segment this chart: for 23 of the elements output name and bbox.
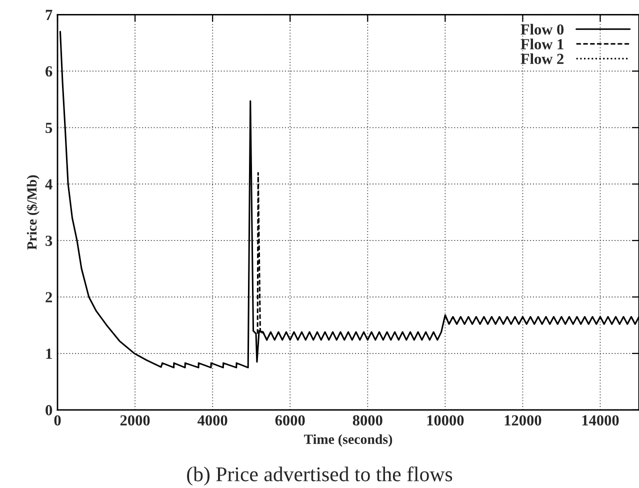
x-tick-label: 4000 xyxy=(198,415,228,426)
y-tick-label: 3 xyxy=(46,236,52,246)
y-tick-label: 4 xyxy=(45,179,52,190)
legend-label: Flow 1 xyxy=(520,38,564,50)
x-tick-label: 10000 xyxy=(427,415,464,426)
y-tick-label: 5 xyxy=(46,122,52,134)
legend-label: Flow 2 xyxy=(520,53,564,64)
x-axis-title: Time (seconds) xyxy=(304,434,392,447)
x-tick-label: 6000 xyxy=(275,415,305,426)
x-tick-label: 8000 xyxy=(352,415,382,426)
y-tick-label: 1 xyxy=(46,348,52,359)
x-tick-label: 0 xyxy=(54,415,61,426)
x-tick-label: 2000 xyxy=(120,415,150,426)
x-tick-label: 12000 xyxy=(504,415,542,426)
y-tick-label: 0 xyxy=(46,405,52,416)
y-tick-label: 2 xyxy=(46,292,52,302)
y-tick-label: 7 xyxy=(46,10,52,20)
y-tick-label: 6 xyxy=(46,66,52,77)
x-tick-label: 14000 xyxy=(582,415,619,426)
line-series xyxy=(256,172,272,341)
text: (b) Price advertised to the flows xyxy=(187,466,452,486)
legend-label: Flow 0 xyxy=(520,24,564,35)
y-axis-title: Price ($/Mb) xyxy=(26,175,40,250)
